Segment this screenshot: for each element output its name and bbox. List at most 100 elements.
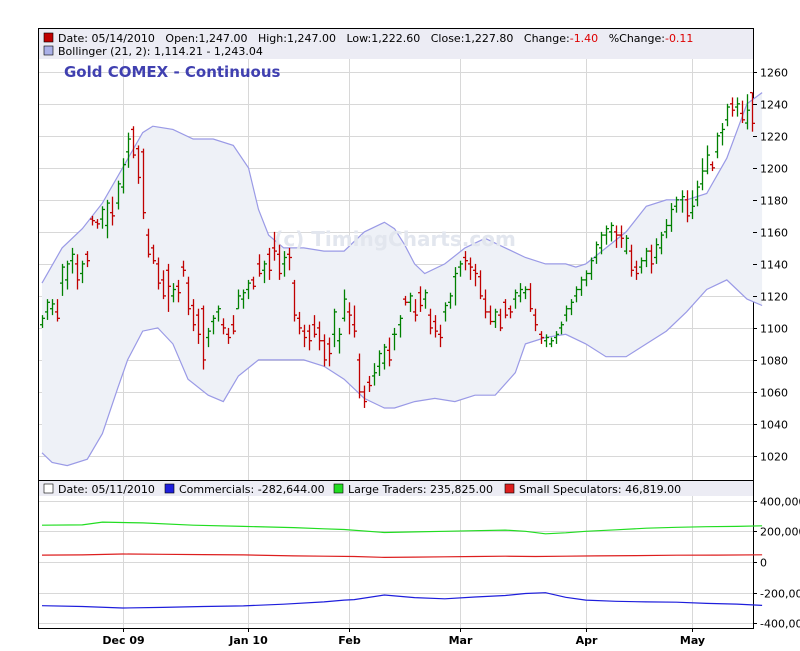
ohlc-bar: [332, 308, 337, 348]
ohlc-bar: [241, 289, 246, 309]
ohlc-bar: [674, 196, 679, 213]
x-tick-label: Dec 09: [102, 634, 144, 647]
main-y-tick-label: 1080: [760, 355, 788, 368]
ohlc-bar: [634, 260, 639, 280]
ohlc-bar: [377, 350, 382, 376]
ohlc-bar: [468, 257, 473, 280]
bottom-legend-date-swatch: [43, 483, 54, 494]
commercials-label: Commercials: -282,644.00: [179, 483, 325, 496]
cot-line-commercials: [41, 592, 763, 609]
top-legend-bg: [39, 29, 753, 59]
ohlc-bar: [710, 161, 715, 172]
ohlc-bar: [367, 375, 372, 392]
ohlc-bar: [292, 279, 297, 322]
ohlc-bar: [629, 244, 634, 277]
ohlc-bar: [564, 305, 569, 322]
ohlc-bar: [257, 254, 262, 277]
ohlc-bar: [262, 260, 267, 284]
ohlc-bar: [398, 315, 403, 338]
ohlc-bar: [513, 289, 518, 309]
ohlc-bar: [589, 257, 594, 280]
legend-close-label: Close:: [431, 32, 465, 45]
ohlc-bar: [201, 305, 206, 370]
ohlc-bar: [95, 219, 100, 229]
ohlc-bar: [473, 263, 478, 287]
ohlc-bar: [352, 305, 357, 338]
ohlc-bar: [619, 225, 624, 248]
ohlc-bar: [327, 337, 332, 367]
ohlc-bar: [312, 315, 317, 338]
ohlc-bar: [60, 263, 65, 296]
ohlc-bar: [614, 225, 619, 248]
ohlc-bar: [141, 148, 146, 220]
cot-lines-layer: [41, 521, 763, 609]
main-y-tick-label: 1180: [760, 195, 788, 208]
bottom-legend-date: Date: 05/11/2010: [58, 483, 155, 496]
cot-y-tick-label: 200,000: [760, 526, 800, 539]
axis-labels-layer: 1020 1040 1060 1080 1100 1120 1140 1160 1180 1200…: [102, 67, 800, 648]
bollinger-band-layer: [41, 92, 763, 467]
chart-title: Gold COMEX - Continuous: [64, 63, 281, 81]
ohlc-bar: [206, 327, 211, 348]
ohlc-bar: [443, 302, 448, 322]
ohlc-bar: [131, 126, 136, 159]
cot-line-large-traders: [41, 521, 763, 535]
main-y-tick-label: 1200: [760, 163, 788, 176]
ohlc-bar: [337, 327, 342, 354]
ohlc-bar: [413, 299, 418, 322]
main-y-tick-label: 1060: [760, 387, 788, 400]
ohlc-bar: [559, 321, 564, 335]
ohlc-bar: [533, 308, 538, 332]
ohlc-bar: [90, 215, 95, 226]
ohlc-bar: [136, 145, 141, 184]
cot-y-tick-label: 0: [760, 557, 767, 570]
large-traders-label: Large Traders: 235,825.00: [348, 483, 493, 496]
ohlc-bar: [55, 299, 60, 322]
ohlc-bar: [191, 299, 196, 332]
main-y-tick-label: 1040: [760, 419, 788, 432]
ohlc-bar: [493, 308, 498, 328]
ohlc-bar: [609, 222, 614, 242]
ohlc-bar: [403, 295, 408, 306]
ohlc-bar: [110, 196, 115, 226]
ohlc-bar: [725, 103, 730, 127]
ohlc-bar: [690, 190, 695, 220]
ohlc-bar: [317, 321, 322, 351]
ohlc-bar: [100, 206, 105, 229]
ohlc-bar: [745, 94, 750, 130]
small-speculators-swatch: [504, 483, 515, 494]
ohlc-bar: [221, 318, 226, 335]
ohlc-bar: [549, 337, 554, 348]
ohlc-bar: [277, 244, 282, 280]
ohlc-bar: [186, 276, 191, 316]
ohlc-bar: [302, 324, 307, 348]
ohlc-bar: [161, 270, 166, 300]
ohlc-bar: [50, 299, 55, 316]
legend-pct-change-label: %Change:: [609, 32, 665, 45]
ohlc-bar: [75, 254, 80, 290]
ohlc-bar: [372, 363, 377, 386]
ohlc-bar: [45, 299, 50, 320]
ohlc-bar: [251, 276, 256, 290]
ohlc-bar: [669, 203, 674, 232]
ohlc-bar: [105, 199, 110, 239]
small-speculators-label: Small Speculators: 46,819.00: [519, 483, 681, 496]
legend-change-label: Change:: [524, 32, 570, 45]
ohlc-bar: [720, 123, 725, 146]
ohlc-bar: [418, 286, 423, 312]
ohlc-bar: [523, 286, 528, 300]
ohlc-bar: [126, 132, 131, 168]
ohlc-bar: [735, 97, 740, 117]
ohlc-bar: [438, 324, 443, 348]
svg-text:Date: 05/14/2010 Open:1,: Date: 05/14/2010 Open:1,247.00 High:1,24…: [58, 32, 693, 45]
main-y-tick-label: 1100: [760, 323, 788, 336]
ohlc-bar: [211, 315, 216, 335]
ohlc-bar: [70, 247, 75, 274]
legend-date: Date: 05/14/2010: [58, 32, 155, 45]
ohlc-bar: [654, 238, 659, 264]
main-y-tick-label: 1140: [760, 259, 788, 272]
ohlc-bar: [282, 251, 287, 277]
ohlc-bar: [659, 231, 664, 255]
ohlc-bar: [680, 190, 685, 213]
